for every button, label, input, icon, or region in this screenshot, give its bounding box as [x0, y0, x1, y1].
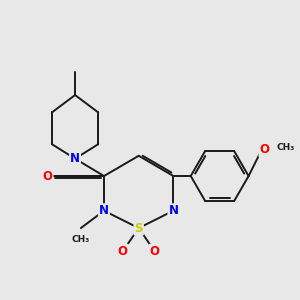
- Text: S: S: [134, 222, 143, 235]
- Text: CH₃: CH₃: [72, 235, 90, 244]
- Text: O: O: [43, 169, 52, 182]
- Text: O: O: [118, 245, 128, 258]
- Text: O: O: [260, 143, 269, 157]
- Text: N: N: [99, 204, 109, 217]
- Text: N: N: [168, 204, 178, 217]
- Text: CH₃: CH₃: [277, 143, 295, 152]
- Text: O: O: [150, 245, 160, 258]
- Text: N: N: [70, 152, 80, 165]
